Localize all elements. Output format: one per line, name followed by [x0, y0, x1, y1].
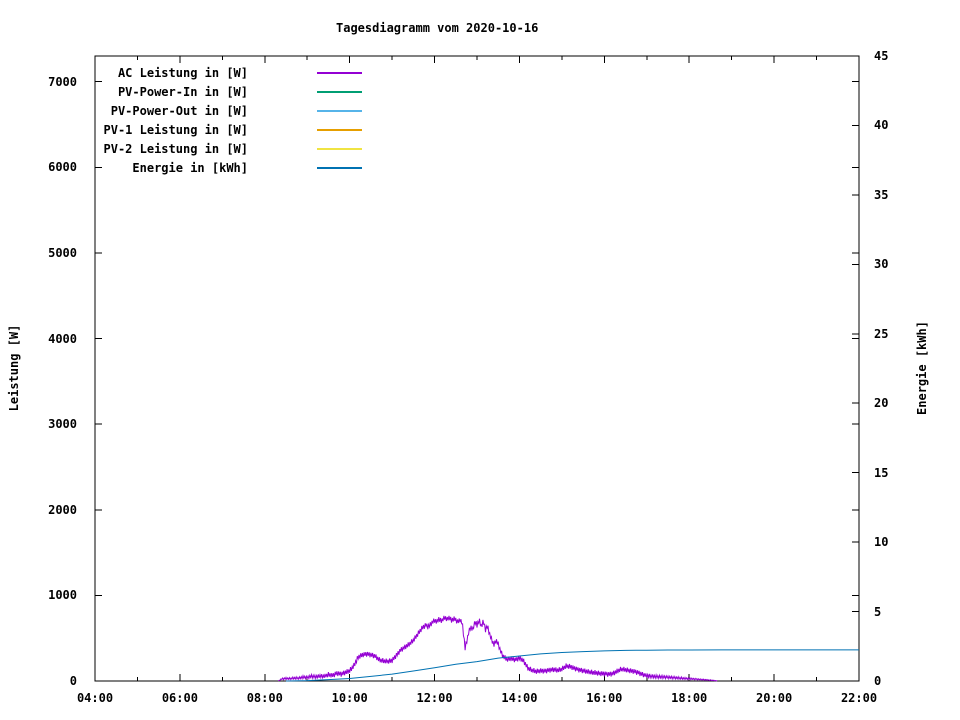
y-right-tick-label: 5	[874, 604, 882, 619]
legend-item-label: PV-2 Leistung in [W]	[103, 142, 249, 156]
x-tick-label: 22:00	[840, 691, 878, 705]
legend-item: PV-Power-Out in [W]	[0, 102, 400, 121]
legend-item-label: PV-1 Leistung in [W]	[103, 123, 249, 137]
legend-item: AC Leistung in [W]	[0, 64, 400, 83]
legend-line-sample	[317, 129, 362, 131]
legend-item-label: PV-Power-Out in [W]	[110, 104, 248, 118]
x-tick-label: 16:00	[586, 691, 623, 705]
x-tick-label: 14:00	[501, 691, 538, 705]
y-right-tick-label: 45	[874, 49, 889, 63]
legend-item: PV-2 Leistung in [W]	[0, 140, 400, 159]
chart-title: Tagesdiagramm vom 2020-10-16	[336, 21, 539, 35]
y-left-tick-label: 4000	[48, 331, 77, 346]
x-tick-label: 20:00	[756, 691, 793, 705]
y-right-tick-label: 10	[874, 535, 889, 550]
y-left-tick-label: 0	[69, 674, 77, 688]
x-tick-label: 08:00	[246, 691, 283, 705]
y-right-axis-label: Energie [kWh]	[915, 321, 929, 415]
series-line-0	[278, 615, 718, 682]
y-right-tick-label: 15	[874, 465, 889, 480]
y-right-tick-label: 30	[874, 257, 889, 272]
y-right-tick-label: 40	[874, 118, 889, 133]
y-right-tick-label: 35	[874, 187, 889, 202]
x-tick-label: 12:00	[416, 691, 453, 705]
y-left-tick-label: 3000	[48, 417, 77, 432]
x-tick-label: 10:00	[331, 691, 368, 705]
y-right-tick-label: 0	[874, 674, 882, 688]
legend-item-label: AC Leistung in [W]	[117, 66, 248, 80]
y-right-tick-label: 20	[874, 396, 889, 411]
y-left-tick-label: 5000	[48, 245, 77, 260]
legend-line-sample	[317, 91, 362, 93]
legend-line-sample	[317, 110, 362, 112]
x-tick-label: 18:00	[671, 691, 708, 705]
legend-line-sample	[317, 72, 362, 74]
y-left-tick-label: 6000	[48, 160, 77, 175]
legend-line-sample	[317, 167, 362, 169]
legend-item: PV-Power-In in [W]	[0, 83, 400, 102]
legend-item-label: Energie in [kWh]	[132, 161, 248, 175]
x-tick-label: 06:00	[161, 691, 198, 705]
legend-item: Energie in [kWh]	[0, 159, 400, 178]
series-line-5	[285, 649, 859, 682]
y-right-tick-label: 25	[874, 326, 889, 341]
x-tick-label: 04:00	[76, 691, 114, 705]
legend-item-label: PV-Power-In in [W]	[117, 85, 248, 99]
y-left-tick-label: 2000	[48, 502, 77, 517]
legend-item: PV-1 Leistung in [W]	[0, 121, 400, 140]
y-left-tick-label: 1000	[48, 588, 77, 603]
legend-line-sample	[317, 148, 362, 150]
y-left-tick-label: 7000	[48, 74, 77, 89]
